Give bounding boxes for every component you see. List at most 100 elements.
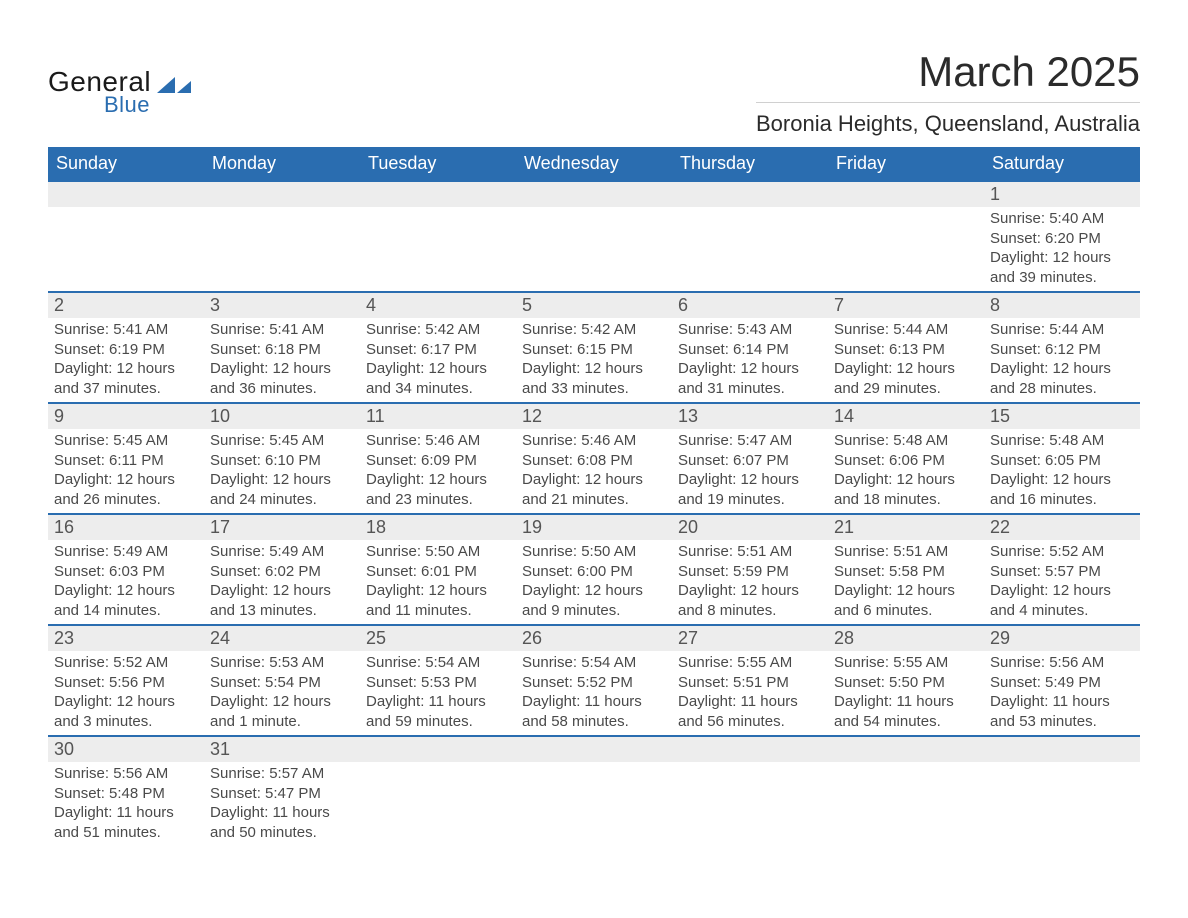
brand-mark-icon [157, 71, 191, 98]
day-cell-data: Sunrise: 5:54 AMSunset: 5:53 PMDaylight:… [360, 651, 516, 736]
day-cell-number: 18 [360, 514, 516, 540]
daylight-text: Daylight: 12 hours and 11 minutes. [366, 581, 510, 620]
day-cell-data: Sunrise: 5:46 AMSunset: 6:09 PMDaylight:… [360, 429, 516, 514]
title-block: March 2025 Boronia Heights, Queensland, … [756, 48, 1140, 137]
sunrise-text: Sunrise: 5:52 AM [54, 653, 198, 673]
sunset-text: Sunset: 5:57 PM [990, 562, 1134, 582]
day-details: Sunrise: 5:52 AMSunset: 5:56 PMDaylight:… [48, 651, 204, 735]
day-cell-number: 24 [204, 625, 360, 651]
daylight-text: Daylight: 12 hours and 8 minutes. [678, 581, 822, 620]
daylight-text: Daylight: 12 hours and 19 minutes. [678, 470, 822, 509]
day-cell-number [360, 736, 516, 762]
day-number: 31 [204, 737, 360, 762]
day-cell-data: Sunrise: 5:55 AMSunset: 5:50 PMDaylight:… [828, 651, 984, 736]
day-cell-data: Sunrise: 5:53 AMSunset: 5:54 PMDaylight:… [204, 651, 360, 736]
day-number: 26 [516, 626, 672, 651]
daylight-text: Daylight: 12 hours and 18 minutes. [834, 470, 978, 509]
day-cell-number: 12 [516, 403, 672, 429]
sunrise-text: Sunrise: 5:56 AM [990, 653, 1134, 673]
col-header: Saturday [984, 147, 1140, 181]
sunset-text: Sunset: 6:07 PM [678, 451, 822, 471]
sunset-text: Sunset: 5:49 PM [990, 673, 1134, 693]
day-cell-data: Sunrise: 5:48 AMSunset: 6:05 PMDaylight:… [984, 429, 1140, 514]
day-cell-data: Sunrise: 5:45 AMSunset: 6:11 PMDaylight:… [48, 429, 204, 514]
day-details: Sunrise: 5:49 AMSunset: 6:02 PMDaylight:… [204, 540, 360, 624]
day-cell-number: 6 [672, 292, 828, 318]
day-details: Sunrise: 5:41 AMSunset: 6:19 PMDaylight:… [48, 318, 204, 402]
day-details: Sunrise: 5:56 AMSunset: 5:48 PMDaylight:… [48, 762, 204, 846]
daylight-text: Daylight: 12 hours and 36 minutes. [210, 359, 354, 398]
daylight-text: Daylight: 12 hours and 6 minutes. [834, 581, 978, 620]
day-cell-data: Sunrise: 5:40 AMSunset: 6:20 PMDaylight:… [984, 207, 1140, 292]
sunset-text: Sunset: 5:54 PM [210, 673, 354, 693]
day-number: 16 [48, 515, 204, 540]
day-cell-data: Sunrise: 5:49 AMSunset: 6:02 PMDaylight:… [204, 540, 360, 625]
day-cell-data: Sunrise: 5:42 AMSunset: 6:17 PMDaylight:… [360, 318, 516, 403]
sunrise-text: Sunrise: 5:45 AM [210, 431, 354, 451]
day-cell-number [672, 736, 828, 762]
day-cell-number [360, 181, 516, 207]
day-details: Sunrise: 5:48 AMSunset: 6:06 PMDaylight:… [828, 429, 984, 513]
sunset-text: Sunset: 6:05 PM [990, 451, 1134, 471]
day-details: Sunrise: 5:53 AMSunset: 5:54 PMDaylight:… [204, 651, 360, 735]
col-header: Thursday [672, 147, 828, 181]
day-cell-data: Sunrise: 5:57 AMSunset: 5:47 PMDaylight:… [204, 762, 360, 846]
day-details: Sunrise: 5:51 AMSunset: 5:58 PMDaylight:… [828, 540, 984, 624]
sunset-text: Sunset: 6:09 PM [366, 451, 510, 471]
sunset-text: Sunset: 6:00 PM [522, 562, 666, 582]
day-cell-data: Sunrise: 5:51 AMSunset: 5:59 PMDaylight:… [672, 540, 828, 625]
day-number: 14 [828, 404, 984, 429]
day-details [360, 207, 516, 287]
day-number [984, 737, 1140, 761]
day-number [48, 182, 204, 206]
day-details [360, 762, 516, 842]
day-number: 13 [672, 404, 828, 429]
day-cell-number: 9 [48, 403, 204, 429]
day-details: Sunrise: 5:45 AMSunset: 6:11 PMDaylight:… [48, 429, 204, 513]
brand-logo: General Blue [48, 66, 191, 118]
sunrise-text: Sunrise: 5:41 AM [54, 320, 198, 340]
sunset-text: Sunset: 6:01 PM [366, 562, 510, 582]
sunrise-text: Sunrise: 5:49 AM [54, 542, 198, 562]
sunrise-text: Sunrise: 5:45 AM [54, 431, 198, 451]
day-number [516, 182, 672, 206]
daylight-text: Daylight: 12 hours and 29 minutes. [834, 359, 978, 398]
day-cell-number [672, 181, 828, 207]
day-cell-number: 25 [360, 625, 516, 651]
calendar-week-data: Sunrise: 5:41 AMSunset: 6:19 PMDaylight:… [48, 318, 1140, 403]
day-cell-data: Sunrise: 5:51 AMSunset: 5:58 PMDaylight:… [828, 540, 984, 625]
day-number: 11 [360, 404, 516, 429]
calendar-week-data: Sunrise: 5:40 AMSunset: 6:20 PMDaylight:… [48, 207, 1140, 292]
calendar-week-numbers: 16171819202122 [48, 514, 1140, 540]
sunrise-text: Sunrise: 5:48 AM [834, 431, 978, 451]
day-number: 21 [828, 515, 984, 540]
day-cell-data [672, 762, 828, 846]
sunrise-text: Sunrise: 5:42 AM [522, 320, 666, 340]
day-cell-number: 19 [516, 514, 672, 540]
day-cell-data: Sunrise: 5:52 AMSunset: 5:56 PMDaylight:… [48, 651, 204, 736]
day-details [516, 762, 672, 842]
day-cell-number: 20 [672, 514, 828, 540]
sunrise-text: Sunrise: 5:42 AM [366, 320, 510, 340]
day-details [516, 207, 672, 287]
day-cell-data: Sunrise: 5:54 AMSunset: 5:52 PMDaylight:… [516, 651, 672, 736]
day-cell-data: Sunrise: 5:44 AMSunset: 6:13 PMDaylight:… [828, 318, 984, 403]
calendar-week-data: Sunrise: 5:49 AMSunset: 6:03 PMDaylight:… [48, 540, 1140, 625]
day-number: 19 [516, 515, 672, 540]
day-cell-data [516, 762, 672, 846]
day-cell-number: 17 [204, 514, 360, 540]
daylight-text: Daylight: 12 hours and 14 minutes. [54, 581, 198, 620]
sunrise-text: Sunrise: 5:44 AM [834, 320, 978, 340]
daylight-text: Daylight: 12 hours and 16 minutes. [990, 470, 1134, 509]
day-cell-data: Sunrise: 5:43 AMSunset: 6:14 PMDaylight:… [672, 318, 828, 403]
sunrise-text: Sunrise: 5:52 AM [990, 542, 1134, 562]
sunrise-text: Sunrise: 5:54 AM [366, 653, 510, 673]
day-cell-data [672, 207, 828, 292]
day-number: 3 [204, 293, 360, 318]
sunset-text: Sunset: 6:20 PM [990, 229, 1134, 249]
day-cell-data: Sunrise: 5:44 AMSunset: 6:12 PMDaylight:… [984, 318, 1140, 403]
day-number: 27 [672, 626, 828, 651]
day-number [672, 182, 828, 206]
calendar-week-numbers: 3031 [48, 736, 1140, 762]
day-cell-data: Sunrise: 5:45 AMSunset: 6:10 PMDaylight:… [204, 429, 360, 514]
